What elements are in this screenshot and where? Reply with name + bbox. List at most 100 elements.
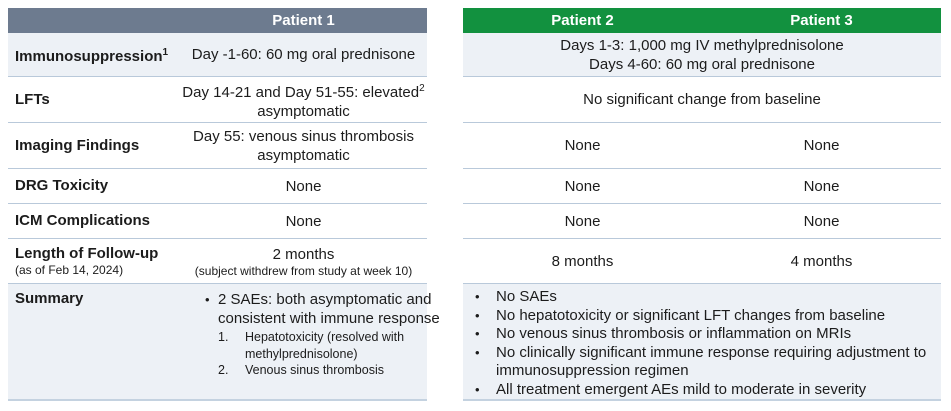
list-item: • No clinically significant immune respo… — [475, 344, 935, 381]
p2-icm-text: None — [564, 212, 601, 230]
label-icm: ICM Complications — [8, 204, 180, 238]
patient1-table: Patient 1 Immunosuppression1 Day -1-60: … — [8, 8, 440, 401]
label-followup: Length of Follow-up (as of Feb 14, 2024) — [8, 239, 180, 283]
p1-icm-value-text: None — [285, 212, 322, 230]
p23-row-imaging: None None — [463, 122, 941, 168]
p3-drg-text: None — [803, 177, 840, 195]
list-item-text: Hepatotoxicity (resolved with methylpred… — [245, 330, 405, 361]
p23-immunosuppression-value: Days 1-3: 1,000 mg IV methylprednisolone… — [463, 33, 941, 76]
list-item: • No SAEs — [475, 288, 935, 307]
p1-drg-value: None — [180, 169, 427, 203]
label-drg-text: DRG Toxicity — [15, 177, 109, 194]
bullet-icon: • — [475, 289, 480, 304]
p23-row-icm: None None — [463, 203, 941, 238]
p1-imaging-line2: asymptomatic — [257, 146, 350, 164]
list-item-text: No hepatotoxicity or significant LFT cha… — [496, 306, 886, 324]
p3-imaging-text: None — [803, 137, 840, 154]
label-summary: Summary — [8, 284, 180, 399]
list-item-number: 2. — [218, 363, 229, 377]
p1-imaging-line1: Day 55: venous sinus thrombosis — [193, 127, 414, 145]
patient2-header-label: Patient 2 — [551, 12, 614, 29]
p23-lfts-value: No significant change from baseline — [463, 77, 941, 122]
list-item: 2. Venous sinus thrombosis — [218, 362, 448, 379]
label-lfts: LFTs — [8, 77, 180, 122]
p23-lfts-value-text: No significant change from baseline — [583, 91, 821, 108]
p1-row-drg: DRG Toxicity None — [8, 168, 427, 203]
label-summary-text: Summary — [15, 290, 84, 307]
p1-followup-value: 2 months (subject withdrew from study at… — [180, 239, 427, 283]
patient2-3-header-bar: Patient 2 Patient 3 — [463, 8, 941, 33]
p2-icm-value: None — [463, 204, 702, 238]
p3-followup-value: 4 months — [702, 239, 941, 283]
p2-imaging-text: None — [564, 137, 601, 154]
p1-imaging-value: Day 55: venous sinus thrombosis asymptom… — [180, 123, 427, 168]
p1-followup-value-note: (subject withdrew from study at week 10) — [194, 263, 413, 278]
patient1-header-label: Patient 1 — [272, 12, 335, 29]
bullet-icon: • — [475, 307, 480, 323]
p3-icm-value: None — [702, 204, 941, 238]
p1-summary-bullet: • 2 SAEs: both asymptomatic and consiste… — [205, 290, 448, 328]
list-item-text: No clinically significant immune respons… — [496, 343, 927, 380]
patient3-header-label: Patient 3 — [790, 12, 853, 29]
list-item: • All treatment emergent AEs mild to mod… — [475, 381, 935, 400]
bullet-icon: • — [475, 344, 480, 360]
p1-icm-value: None — [180, 204, 427, 238]
label-followup-text: Length of Follow-up — [15, 245, 159, 262]
list-item-text: Venous sinus thrombosis — [245, 363, 384, 377]
label-immunosuppression: Immunosuppression1 — [8, 33, 180, 76]
p23-row-drg: None None — [463, 168, 941, 203]
p1-summary-content: • 2 SAEs: both asymptomatic and consiste… — [180, 284, 448, 399]
p23-row-summary: • No SAEs • No hepatotoxicity or signifi… — [463, 283, 941, 399]
p2-imaging-value: None — [463, 123, 702, 168]
p1-summary-bullet-text: 2 SAEs: both asymptomatic and consistent… — [218, 291, 440, 327]
p2-followup-value: 8 months — [463, 239, 702, 283]
p3-icm-text: None — [803, 212, 840, 230]
bullet-icon: • — [205, 292, 210, 307]
list-item: • No venous sinus thrombosis or inflamma… — [475, 325, 935, 344]
p3-followup-text: 4 months — [790, 252, 853, 270]
p23-immunosuppression-line2: Days 4-60: 60 mg oral prednisone — [589, 55, 815, 73]
bullet-icon: • — [475, 326, 480, 341]
p2-drg-value: None — [463, 169, 702, 203]
p1-row-lfts: LFTs Day 14-21 and Day 51-55: elevated2 … — [8, 76, 427, 122]
p1-summary-numbered-list: 1. Hepatotoxicity (resolved with methylp… — [218, 329, 448, 379]
p1-lfts-line2: asymptomatic — [257, 102, 350, 120]
p3-drg-value: None — [702, 169, 941, 203]
p2-drg-text: None — [564, 177, 601, 195]
p1-immunosuppression-value-text: Day -1-60: 60 mg oral prednisone — [191, 46, 416, 63]
list-item-text: No SAEs — [496, 288, 557, 305]
label-imaging: Imaging Findings — [8, 123, 180, 168]
footnote-marker-2: 2 — [419, 82, 425, 94]
p1-drg-value-text: None — [285, 177, 322, 195]
patient2-3-table: Patient 2 Patient 3 Days 1-3: 1,000 mg I… — [463, 8, 941, 401]
p23-row-followup: 8 months 4 months — [463, 238, 941, 283]
patient1-header-bar: Patient 1 — [8, 8, 427, 33]
list-item: • No hepatotoxicity or significant LFT c… — [475, 307, 935, 326]
bullet-icon: • — [475, 381, 480, 397]
p1-row-icm: ICM Complications None — [8, 203, 427, 238]
p1-row-summary: Summary • 2 SAEs: both asymptomatic and … — [8, 283, 440, 399]
p23-row-immunosuppression: Days 1-3: 1,000 mg IV methylprednisolone… — [463, 33, 941, 76]
label-icm-text: ICM Complications — [15, 212, 151, 229]
label-immunosuppression-text: Immunosuppression — [15, 47, 163, 65]
p1-followup-value-text: 2 months — [272, 245, 335, 263]
label-followup-note: (as of Feb 14, 2024) — [15, 263, 124, 277]
p2-followup-text: 8 months — [551, 252, 614, 270]
p1-row-immunosuppression: Immunosuppression1 Day -1-60: 60 mg oral… — [8, 33, 427, 76]
p1-row-followup: Length of Follow-up (as of Feb 14, 2024)… — [8, 238, 427, 283]
p3-imaging-value: None — [702, 123, 941, 168]
p1-lfts-line1: Day 14-21 and Day 51-55: elevated — [182, 83, 420, 101]
footnote-marker-1: 1 — [162, 46, 169, 58]
list-item-number: 1. — [218, 330, 229, 344]
p1-immunosuppression-value: Day -1-60: 60 mg oral prednisone — [180, 33, 427, 76]
list-item: 1. Hepatotoxicity (resolved with methylp… — [218, 329, 448, 362]
label-drg: DRG Toxicity — [8, 169, 180, 203]
label-imaging-text: Imaging Findings — [15, 136, 140, 154]
p23-row-lfts: No significant change from baseline — [463, 76, 941, 122]
p1-lfts-value: Day 14-21 and Day 51-55: elevated2 asymp… — [180, 77, 427, 122]
p23-immunosuppression-line1: Days 1-3: 1,000 mg IV methylprednisolone — [560, 36, 844, 54]
list-item-text: All treatment emergent AEs mild to moder… — [496, 380, 867, 398]
list-item-text: No venous sinus thrombosis or inflammati… — [496, 325, 852, 342]
label-lfts-text: LFTs — [15, 90, 50, 108]
